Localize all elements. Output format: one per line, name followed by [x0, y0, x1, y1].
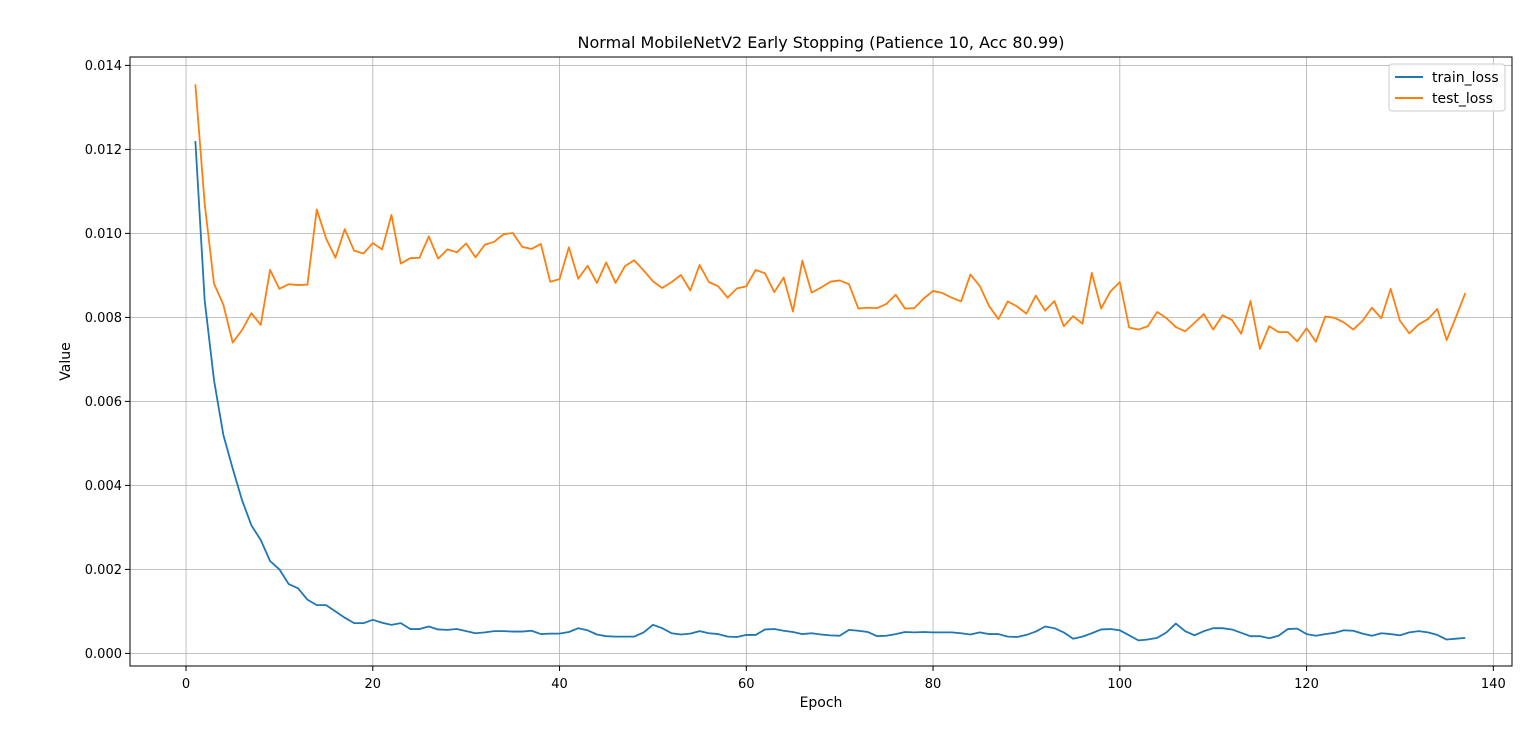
chart-title: Normal MobileNetV2 Early Stopping (Patie… — [578, 33, 1065, 52]
y-tick-label: 0.004 — [85, 479, 122, 494]
y-tick-label: 0.014 — [85, 59, 122, 74]
legend-label: test_loss — [1432, 91, 1493, 107]
y-tick-label: 0.006 — [85, 395, 122, 410]
x-tick-label: 60 — [738, 677, 755, 692]
y-tick-label: 0.008 — [85, 311, 122, 326]
x-tick-label: 140 — [1481, 677, 1506, 692]
series-layer — [194, 84, 1467, 642]
x-axis: 0 20 40 60 80 100 120 140 — [182, 666, 1506, 692]
grid — [130, 57, 1512, 666]
y-tick-label: 0.010 — [85, 227, 122, 242]
legend: train_loss test_loss — [1388, 63, 1506, 112]
x-tick-label: 100 — [1107, 677, 1132, 692]
legend-label: train_loss — [1432, 70, 1499, 86]
legend-box — [1388, 63, 1506, 112]
x-axis-title: Epoch — [800, 695, 843, 711]
x-tick-label: 120 — [1294, 677, 1319, 692]
y-tick-label: 0.002 — [85, 563, 122, 578]
y-axis: 0.000 0.002 0.004 0.006 0.008 0.010 0.012 0.014 — [85, 59, 130, 662]
y-axis-title: Value — [58, 342, 74, 380]
x-tick-label: 20 — [365, 677, 382, 692]
x-tick-label: 80 — [925, 677, 942, 692]
y-tick-label: 0.000 — [85, 647, 122, 662]
x-tick-label: 40 — [551, 677, 568, 692]
plot-frame — [129, 56, 1513, 667]
y-tick-label: 0.012 — [85, 143, 122, 158]
x-tick-label: 0 — [182, 677, 190, 692]
series-line-train-loss — [194, 140, 1466, 642]
series-line-test-loss — [194, 84, 1467, 350]
